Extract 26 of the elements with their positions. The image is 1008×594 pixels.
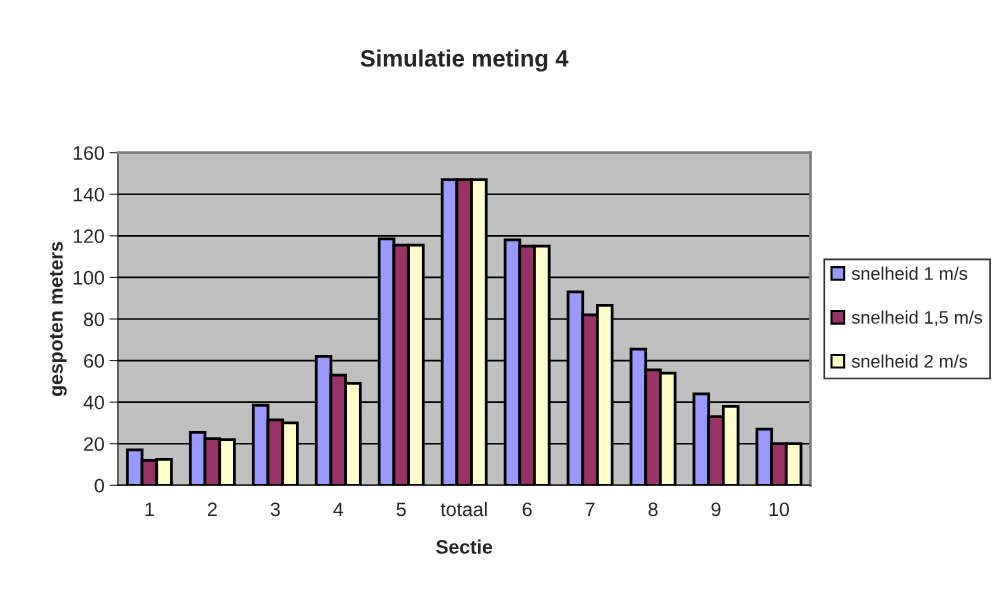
y-tick-label: 120 — [73, 229, 104, 244]
x-tick-label: totaal — [440, 501, 487, 517]
legend-label: snelheid 1 m/s — [851, 266, 968, 280]
x-tick-label: 9 — [711, 502, 721, 517]
y-tick-label: 80 — [83, 312, 104, 327]
x-tick-label: 7 — [585, 502, 595, 517]
chart-title: Simulatie meting 4 — [360, 49, 569, 72]
y-tick-label: 20 — [84, 437, 104, 451]
y-tick-label: 40 — [83, 395, 104, 410]
x-tick-label: 10 — [769, 502, 790, 517]
x-axis-title: Sectie — [436, 539, 493, 554]
y-axis-title: gespoten meters — [49, 241, 67, 396]
y-tick-label: 140 — [73, 187, 104, 202]
legend-label: snelheid 2 m/s — [851, 354, 968, 368]
y-tick-label: 100 — [73, 270, 104, 285]
x-tick-label: 6 — [522, 502, 532, 517]
x-tick-label: 5 — [396, 502, 406, 517]
x-tick-label: 2 — [207, 502, 217, 517]
y-tick-label: 160 — [73, 146, 104, 160]
x-tick-label: 3 — [270, 502, 280, 517]
x-tick-label: 4 — [333, 502, 344, 517]
x-tick-label: 8 — [648, 502, 658, 517]
y-tick-label: 0 — [94, 478, 104, 493]
x-tick-label: 1 — [145, 502, 154, 517]
legend-label: snelheid 1,5 m/s — [851, 310, 983, 326]
y-tick-label: 60 — [84, 354, 104, 368]
